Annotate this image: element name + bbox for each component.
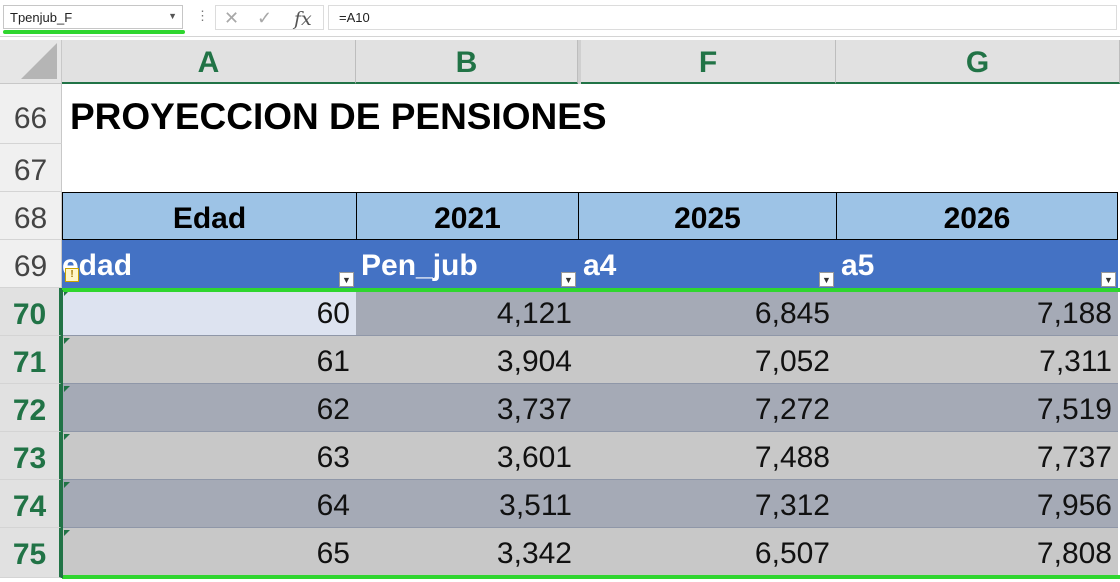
table-cell[interactable]: 63	[62, 432, 356, 480]
warning-icon[interactable]: !	[65, 268, 79, 282]
selection-border-bottom	[62, 575, 1120, 579]
table-header-a4[interactable]: a4 ▼	[578, 240, 836, 289]
insert-function-icon[interactable]: fx	[294, 8, 312, 30]
table-cell[interactable]: 7,311	[836, 336, 1118, 384]
error-indicator-icon	[64, 386, 70, 392]
selection-border-top	[62, 288, 1120, 292]
table-header-a5[interactable]: a5 ▼	[836, 240, 1118, 289]
filter-dropdown-icon[interactable]: ▼	[339, 272, 354, 287]
select-all-button[interactable]	[0, 40, 62, 84]
table-cell[interactable]: 7,737	[836, 432, 1118, 480]
table-cell[interactable]: 7,052	[578, 336, 836, 384]
row-header-72[interactable]: 72	[0, 384, 62, 432]
sheet-title[interactable]: PROYECCION DE PENSIONES	[70, 96, 607, 137]
chevron-down-icon[interactable]: ▼	[168, 11, 177, 21]
table-cell[interactable]: 61	[62, 336, 356, 384]
table-cell[interactable]: 7,519	[836, 384, 1118, 432]
filter-dropdown-icon[interactable]: ▼	[561, 272, 576, 287]
name-box[interactable]: Tpenjub_F ▼	[3, 5, 183, 29]
selection-border-left	[61, 290, 63, 578]
table-cell[interactable]: 65	[62, 528, 356, 576]
table-cell[interactable]: 3,601	[356, 432, 578, 480]
table-cell[interactable]: 4,121	[356, 288, 578, 336]
check-icon[interactable]: ✓	[257, 8, 273, 28]
table-header-edad[interactable]: edad ▼	[62, 240, 356, 289]
row-header-73[interactable]: 73	[0, 432, 62, 480]
formula-input[interactable]: =A10	[328, 5, 1117, 30]
column-header-f[interactable]: F	[581, 40, 836, 84]
table-cell[interactable]: 6,845	[578, 288, 836, 336]
cancel-icon[interactable]: ✕	[224, 8, 240, 28]
table-header-label: edad	[62, 249, 133, 282]
row-header-70[interactable]: 70	[0, 288, 62, 336]
table-cell[interactable]: 62	[62, 384, 356, 432]
row-header-71[interactable]: 71	[0, 336, 62, 384]
table-header-pen-jub[interactable]: Pen_jub ▼	[356, 240, 578, 289]
name-box-value: Tpenjub_F	[10, 10, 73, 25]
table-cell[interactable]: 7,312	[578, 480, 836, 528]
filter-dropdown-icon[interactable]: ▼	[819, 272, 834, 287]
header-cell-edad[interactable]: Edad	[62, 192, 357, 240]
row-header-69[interactable]: 69	[0, 240, 62, 288]
column-header-g[interactable]: G	[836, 40, 1120, 84]
column-header-b[interactable]: B	[356, 40, 578, 84]
table-header-label: a4	[583, 249, 617, 282]
table-cell[interactable]: 7,808	[836, 528, 1118, 576]
table-cell[interactable]: 3,737	[356, 384, 578, 432]
table-cell[interactable]: 3,904	[356, 336, 578, 384]
table-cell[interactable]: 6,507	[578, 528, 836, 576]
table-cell[interactable]: 60	[62, 288, 356, 336]
column-header-a[interactable]: A	[62, 40, 356, 84]
formula-value: =A10	[339, 10, 370, 25]
row-header-68[interactable]: 68	[0, 192, 62, 240]
row-header-66[interactable]: 66	[0, 84, 62, 144]
table-header-label: Pen_jub	[361, 249, 478, 282]
header-cell-2021[interactable]: 2021	[356, 192, 579, 240]
name-box-highlight	[3, 30, 185, 34]
formula-bar: Tpenjub_F ▼ ⋮ ✕ ✓ fx =A10	[0, 0, 1120, 37]
table-cell[interactable]: 7,188	[836, 288, 1118, 336]
error-indicator-icon	[64, 434, 70, 440]
more-options-icon[interactable]: ⋮	[196, 8, 209, 23]
row-header-74[interactable]: 74	[0, 480, 62, 528]
header-cell-2026[interactable]: 2026	[836, 192, 1118, 240]
header-cell-2025[interactable]: 2025	[578, 192, 837, 240]
error-indicator-icon	[64, 338, 70, 344]
filter-dropdown-icon[interactable]: ▼	[1101, 272, 1116, 287]
error-indicator-icon	[64, 482, 70, 488]
row-header-75[interactable]: 75	[0, 528, 62, 578]
table-cell[interactable]: 3,511	[356, 480, 578, 528]
table-header-label: a5	[841, 249, 875, 282]
table-cell[interactable]: 64	[62, 480, 356, 528]
error-indicator-icon	[64, 290, 70, 296]
table-cell[interactable]: 3,342	[356, 528, 578, 576]
error-indicator-icon	[64, 530, 70, 536]
formula-bar-buttons: ✕ ✓ fx	[215, 5, 324, 30]
row-header-67[interactable]: 67	[0, 144, 62, 192]
table-cell[interactable]: 7,956	[836, 480, 1118, 528]
table-cell[interactable]: 7,488	[578, 432, 836, 480]
table-cell[interactable]: 7,272	[578, 384, 836, 432]
